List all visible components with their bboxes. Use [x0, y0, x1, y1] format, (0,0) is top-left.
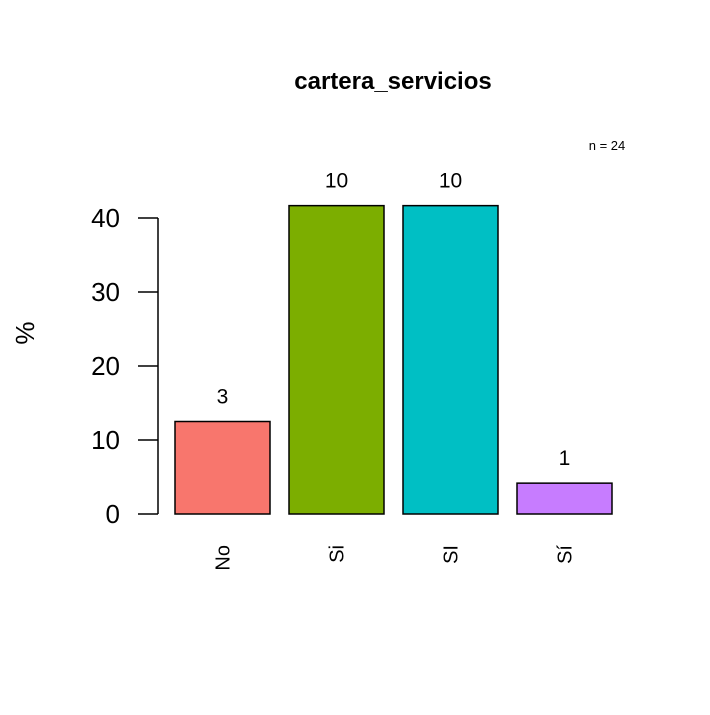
x-tick-label: No: [213, 545, 235, 571]
x-tick-label: SI: [441, 545, 463, 564]
bar-value-label: 1: [559, 447, 571, 470]
bar-no: [174, 420, 271, 515]
bar-si: [288, 204, 385, 515]
y-tick-label: 40: [91, 203, 120, 233]
sample-size-note: n = 24: [589, 138, 626, 153]
bar-sí: [516, 482, 613, 515]
bar-si: [402, 204, 499, 515]
bar-value-label: 3: [217, 386, 229, 409]
y-tick-label: 30: [91, 277, 120, 307]
bar-value-label: 10: [325, 170, 348, 193]
y-tick-label: 20: [91, 351, 120, 381]
y-axis-ticks: 0 10 20 30 40: [91, 203, 158, 529]
data-labels-group: 3 10 10 1: [217, 170, 571, 471]
x-axis-labels-group: No Si SI Sí: [213, 545, 577, 571]
y-tick-label: 0: [106, 499, 120, 529]
bar-value-label: 10: [439, 170, 462, 193]
x-tick-label: Sí: [555, 545, 577, 564]
bars-group: [174, 204, 613, 515]
x-tick-label: Si: [327, 545, 349, 563]
y-tick-label: 10: [91, 425, 120, 455]
chart-title: cartera_servicios: [294, 68, 491, 95]
y-axis-label: %: [10, 321, 40, 344]
